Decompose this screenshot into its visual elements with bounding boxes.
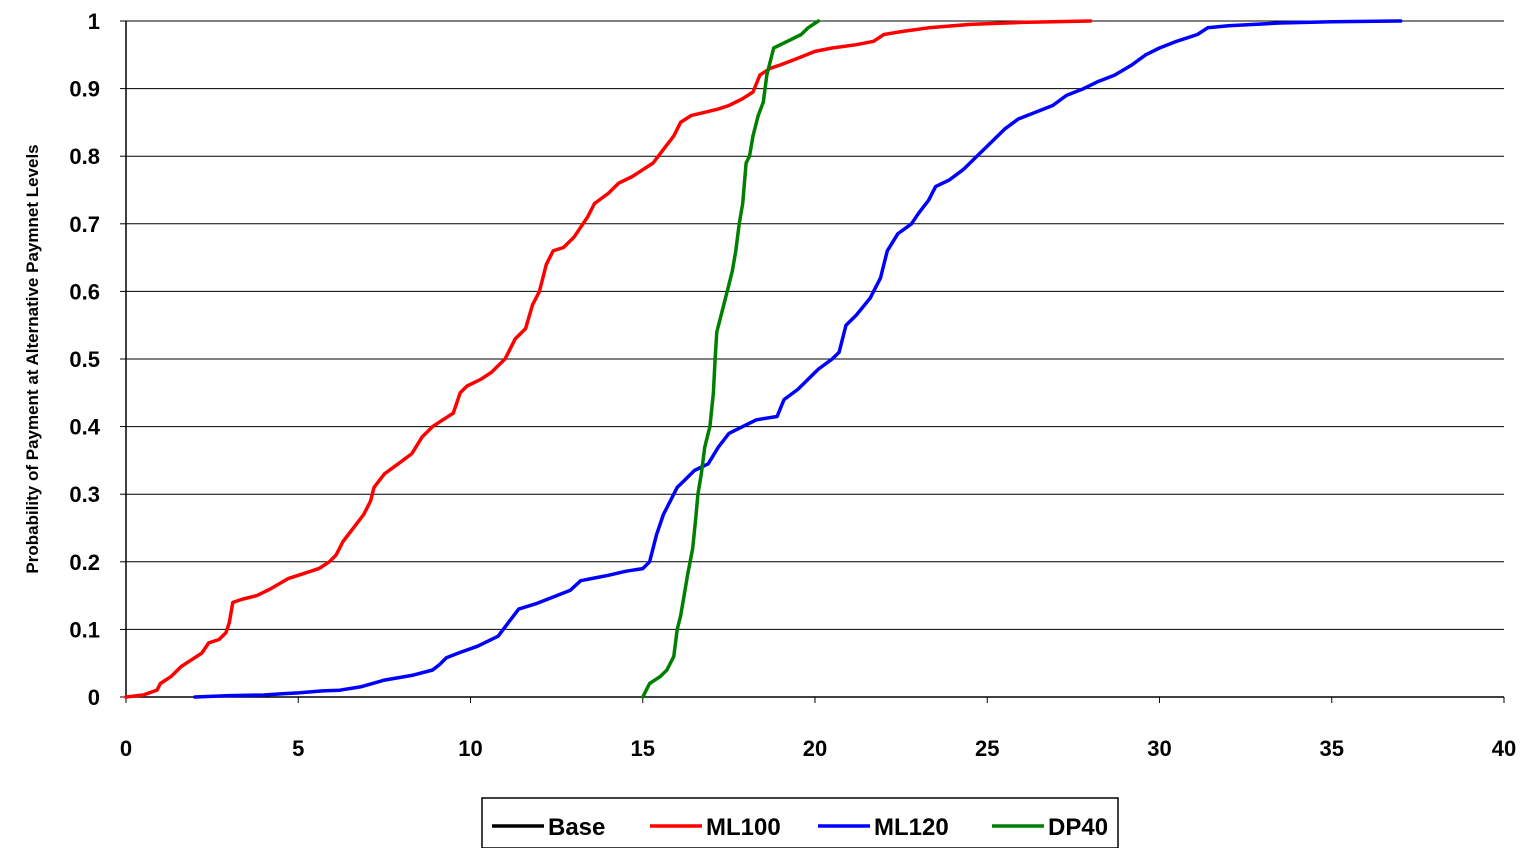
x-tick-label: 30 [1147, 736, 1171, 761]
legend-box [481, 797, 1119, 848]
legend-label-dp40: DP40 [1048, 814, 1108, 841]
y-tick-label: 0.4 [69, 415, 100, 440]
y-tick-label: 0.8 [69, 144, 100, 169]
x-tick-label: 0 [120, 736, 132, 761]
y-tick-label: 0.1 [69, 617, 100, 642]
y-tick-label: 0.3 [69, 482, 100, 507]
x-tick-label: 25 [975, 736, 999, 761]
grid-lines [126, 20, 1504, 630]
y-tick-label: 1 [88, 9, 100, 34]
tick-labels: 00.10.20.30.40.50.60.70.80.910 5 10 15 20 25 3… [69, 9, 1516, 761]
x-tick-label: 40 [1492, 736, 1516, 761]
series-line-ml100 [124, 19, 1093, 699]
x-tick-label: 5 [292, 736, 304, 761]
x-tick-label: 20 [803, 736, 827, 761]
legend-label-ml120: ML120 [874, 814, 949, 841]
y-tick-label: 0.7 [69, 212, 100, 237]
y-tick-label: 0.9 [69, 77, 100, 102]
y-tick-label: 0.2 [69, 550, 100, 575]
axes [120, 20, 1505, 703]
y-axis-label: Probability of Payment at Alternative Pa… [23, 144, 42, 573]
series-line-dp40 [641, 19, 821, 699]
legend-label-ml100: ML100 [706, 814, 781, 841]
legend: Base ML100 ML120 DP40 [481, 797, 1119, 848]
x-tick-label: 10 [458, 736, 482, 761]
series-lines [124, 19, 1403, 699]
y-tick-label: 0.6 [69, 279, 100, 304]
y-tick-label: 0.5 [69, 347, 100, 372]
series-line-ml120 [193, 19, 1403, 699]
x-tick-label: 35 [1320, 736, 1344, 761]
legend-label-base: Base [548, 814, 605, 841]
x-tick-label: 15 [631, 736, 655, 761]
y-tick-label: 0 [88, 685, 100, 710]
